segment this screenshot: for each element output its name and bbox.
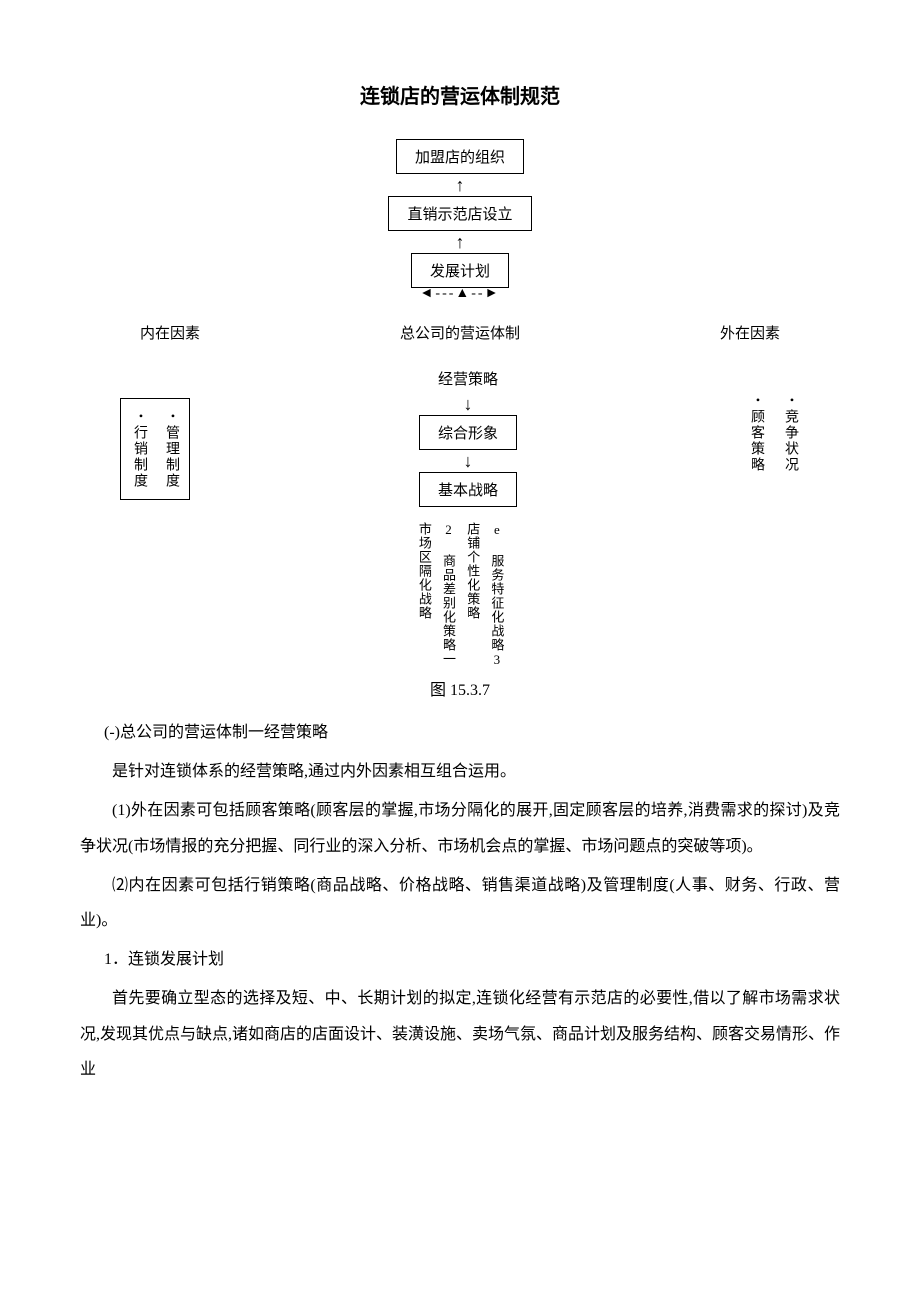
dashed-arrow-icon: ◄---▲--► <box>420 286 501 302</box>
diagram-mid-section: •行销制度 •管理制度 经营策略 ↓ 综合形象 ↓ 基本战略 •顾客策略 •竞争… <box>80 368 840 507</box>
external-factors-group: •顾客策略 •竞争状况 <box>746 393 800 473</box>
item-management-system: •管理制度 <box>161 409 181 489</box>
label-internal: 内在因素 <box>140 322 200 343</box>
internal-factors-box: •行销制度 •管理制度 <box>120 398 190 500</box>
arrow-up-icon: ↑ <box>456 233 465 251</box>
item-store-personal: 店铺个性化策略 <box>463 522 481 668</box>
box-franchise-org: 加盟店的组织 <box>396 139 524 174</box>
item-product-diff: 2 商品差别化策略一 <box>439 522 457 668</box>
diagram-top-section: 加盟店的组织 ↑ 直销示范店设立 ↑ 发展计划 ◄---▲--► <box>80 139 840 302</box>
factor-row: 内在因素 总公司的营运体制 外在因素 <box>80 322 840 343</box>
paragraph-1: 是针对连锁体系的经营策略,通过内外因素相互组合运用。 <box>80 754 840 789</box>
heading-1: (-)总公司的营运体制一经营策略 <box>80 715 840 750</box>
label-hq-system: 总公司的营运体制 <box>400 322 520 343</box>
document-title: 连锁店的营运体制规范 <box>80 80 840 109</box>
paragraph-3: ⑵内在因素可包括行销策略(商品战略、价格战略、销售渠道战略)及管理制度(人事、财… <box>80 868 840 938</box>
arrow-down-icon: ↓ <box>463 452 472 470</box>
figure-caption: 图 15.3.7 <box>80 676 840 700</box>
paragraph-4: 首先要确立型态的选择及短、中、长期计划的拟定,连锁化经营有示范店的必要性,借以了… <box>80 981 840 1087</box>
label-external: 外在因素 <box>720 322 780 343</box>
center-flow: 经营策略 ↓ 综合形象 ↓ 基本战略 <box>419 368 517 507</box>
heading-2: 1．连锁发展计划 <box>80 942 840 977</box>
item-competition: •竞争状况 <box>780 393 800 473</box>
box-basic-strategy: 基本战略 <box>419 472 517 507</box>
item-marketing-system: •行销制度 <box>129 409 149 489</box>
paragraph-2: (1)外在因素可包括顾客策略(顾客层的掌握,市场分隔化的展开,固定顾客层的培养,… <box>80 793 840 863</box>
body-text: (-)总公司的营运体制一经营策略 是针对连锁体系的经营策略,通过内外因素相互组合… <box>80 715 840 1087</box>
box-dev-plan: 发展计划 <box>411 253 509 288</box>
label-strategy: 经营策略 <box>438 368 498 389</box>
arrow-down-icon: ↓ <box>463 395 472 413</box>
box-image: 综合形象 <box>419 415 517 450</box>
arrow-up-icon: ↑ <box>456 176 465 194</box>
bottom-strategy-group: 市场区隔化战略 2 商品差别化策略一 店铺个性化策略 e 服务特征化战略3 <box>80 522 840 668</box>
box-direct-store: 直销示范店设立 <box>388 196 531 231</box>
item-service-feature: e 服务特征化战略3 <box>487 522 505 668</box>
item-market-seg: 市场区隔化战略 <box>415 522 433 668</box>
item-customer-strategy: •顾客策略 <box>746 393 766 473</box>
